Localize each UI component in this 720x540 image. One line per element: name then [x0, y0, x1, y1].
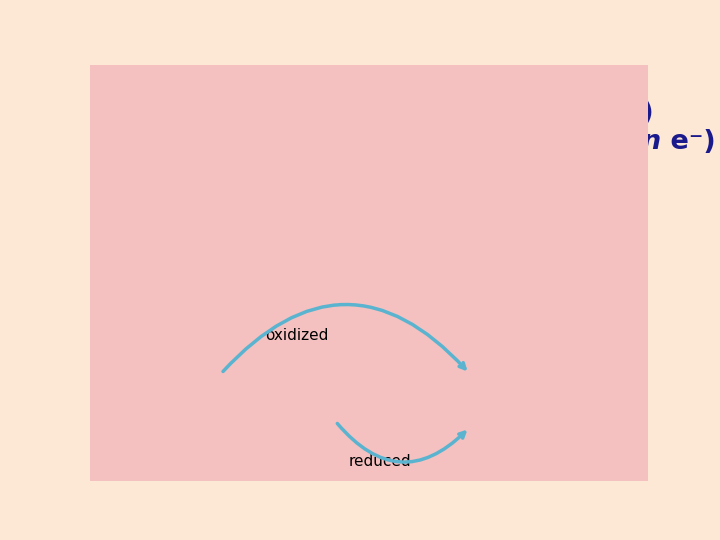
Text: +2: +2	[441, 349, 464, 364]
Text: :S: + 2e$^{-}$   $\longrightarrow$   :S:$^{2-}$: :S: + 2e$^{-}$ $\longrightarrow$ :S:$^{2…	[188, 281, 362, 300]
Text: +: +	[510, 162, 529, 186]
FancyBboxPatch shape	[0, 36, 720, 540]
Text: 0: 0	[228, 349, 237, 364]
Text: Mg: Mg	[435, 162, 470, 186]
Text: reduced: reduced	[449, 129, 573, 155]
Text: + 2e$^{-}$: + 2e$^{-}$	[358, 252, 407, 268]
Text: :S:: :S:	[566, 162, 596, 186]
Text: : tend to be: : tend to be	[261, 129, 449, 155]
Text: MgS(s): MgS(s)	[421, 387, 507, 410]
FancyBboxPatch shape	[564, 325, 645, 472]
Text: +: +	[278, 387, 299, 410]
Text: Mg(s): Mg(s)	[197, 387, 267, 410]
Text: 2−: 2−	[601, 154, 622, 168]
Text: ·Ṡ·: ·Ṡ·	[257, 161, 291, 187]
Text: (: (	[514, 100, 536, 126]
Text: lose: lose	[536, 100, 599, 126]
Text: +: +	[206, 162, 225, 186]
Text: of electrons): of electrons)	[451, 252, 557, 267]
Text: says: says	[97, 375, 166, 403]
Text: Nonmetals: Nonmetals	[96, 129, 261, 155]
Text: $\cdot$Mg$\cdot$   $\longrightarrow$   Mg$^{2+}$: $\cdot$Mg$\cdot$ $\longrightarrow$ Mg$^{…	[188, 252, 325, 274]
Text: 🦁: 🦁	[589, 373, 621, 424]
FancyBboxPatch shape	[96, 225, 642, 321]
Text: : tend to be: : tend to be	[199, 100, 387, 126]
Text: LEO: LEO	[93, 333, 171, 367]
Text: $\longrightarrow$: $\longrightarrow$	[382, 384, 428, 413]
Text: 0: 0	[336, 349, 346, 364]
Text: (: (	[573, 129, 595, 155]
Text: of electrons): of electrons)	[454, 281, 559, 296]
Text: e⁻): e⁻)	[599, 100, 654, 126]
FancyBboxPatch shape	[96, 146, 642, 223]
Text: Reduction:: Reduction:	[99, 281, 184, 296]
Text: oxidized: oxidized	[387, 100, 514, 126]
Text: GER: GER	[91, 416, 173, 450]
Text: (: (	[422, 281, 428, 296]
Text: reduced: reduced	[349, 454, 411, 469]
Text: oxidized: oxidized	[265, 328, 328, 342]
Text: Metals: Metals	[96, 100, 199, 126]
Text: $\longrightarrow$: $\longrightarrow$	[345, 160, 393, 188]
FancyBboxPatch shape	[176, 325, 562, 472]
Text: −2: −2	[474, 349, 498, 364]
Text: gain: gain	[429, 281, 464, 296]
Text: gain: gain	[595, 129, 661, 155]
Text: :S:: :S:	[258, 162, 289, 186]
Text: ·Mg·: ·Mg·	[127, 162, 176, 186]
Text: Oxidation:: Oxidation:	[99, 252, 181, 267]
Text: loss: loss	[429, 252, 460, 267]
Text: e⁻): e⁻)	[661, 129, 716, 155]
Text: (: (	[422, 252, 428, 267]
Text: 2+: 2+	[473, 154, 494, 168]
Text: S(s): S(s)	[317, 387, 365, 410]
Text: 2e$^{-}$: 2e$^{-}$	[249, 281, 279, 297]
